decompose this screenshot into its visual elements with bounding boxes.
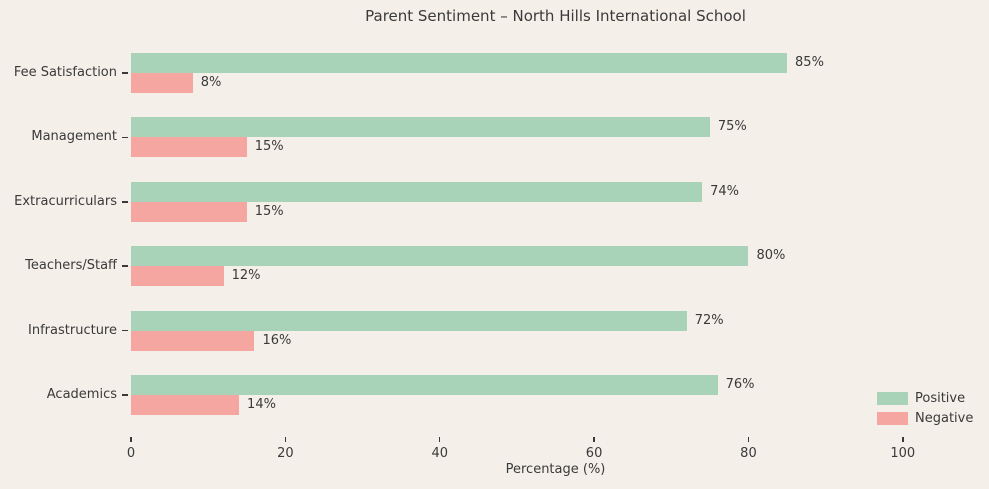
legend-swatch-negative xyxy=(877,412,908,425)
bar-positive xyxy=(131,181,703,202)
bar-negative xyxy=(131,395,240,415)
x-axis-tick-label: 40 xyxy=(431,446,448,461)
y-axis-category-label: Management xyxy=(31,129,117,145)
bar-positive xyxy=(131,310,687,331)
x-axis-tick xyxy=(130,437,132,442)
x-axis-tick xyxy=(747,437,750,442)
bar-value-label: 8% xyxy=(200,75,222,90)
y-axis-category-label: Fee Satisfaction xyxy=(13,65,117,80)
bar-value-label: 14% xyxy=(247,397,276,412)
x-axis-tick-label: 80 xyxy=(740,446,757,461)
bar-negative xyxy=(131,137,247,158)
bar-value-label: 15% xyxy=(254,203,284,219)
x-axis-label: Percentage (%) xyxy=(505,462,606,477)
legend-entry-negative: Negative xyxy=(877,412,973,425)
bar-value-label: 12% xyxy=(231,268,261,284)
y-axis-tick xyxy=(122,394,128,396)
bar-value-label: 76% xyxy=(725,377,755,392)
bar-value-label: 80% xyxy=(756,248,786,264)
bar-positive xyxy=(131,246,749,267)
legend-entry-positive: Positive xyxy=(877,392,973,405)
bar-positive xyxy=(131,117,710,138)
x-axis-tick-label: 20 xyxy=(277,446,294,461)
x-axis-tick xyxy=(593,437,595,442)
legend-swatch-positive xyxy=(877,392,908,405)
y-axis-category-label: Academics xyxy=(46,387,117,402)
bar-value-label: 15% xyxy=(254,139,284,155)
bar-positive xyxy=(131,375,718,395)
bar-value-label: 16% xyxy=(262,332,292,348)
legend: Positive Negative xyxy=(877,392,973,432)
bar-value-label: 74% xyxy=(710,183,740,199)
bar-positive xyxy=(131,53,788,73)
bar-value-label: 85% xyxy=(795,55,824,70)
bar-negative xyxy=(131,201,247,222)
x-axis-tick xyxy=(438,437,441,442)
legend-label: Positive xyxy=(915,391,966,406)
plot-area: 85% 8% 75% 15% 74% 15% 80% 12% 72% 16% 76% 14% 0 20 40… xyxy=(127,33,980,461)
y-axis-tick xyxy=(122,72,128,74)
bar-negative xyxy=(131,73,193,93)
x-axis-tick xyxy=(902,437,904,442)
x-axis-tick xyxy=(284,437,287,442)
x-axis-tick-label: 0 xyxy=(126,446,136,461)
y-axis-category-label: Teachers/Staff xyxy=(25,258,117,274)
bar-negative xyxy=(131,266,224,287)
y-axis-tick xyxy=(122,265,128,267)
bar-value-label: 72% xyxy=(694,312,724,328)
y-axis-tick xyxy=(122,201,128,203)
y-axis-tick xyxy=(122,329,128,332)
y-axis-category-label: Extracurriculars xyxy=(14,193,117,209)
x-axis-tick-label: 100 xyxy=(890,446,916,461)
x-axis-tick-label: 60 xyxy=(585,446,603,461)
y-axis-category-label: Infrastructure xyxy=(28,322,117,338)
y-axis-tick xyxy=(122,136,128,139)
chart-title: Parent Sentiment – North Hills Internati… xyxy=(365,7,746,25)
bar-value-label: 75% xyxy=(717,119,747,135)
legend-label: Negative xyxy=(915,411,974,426)
bar-negative xyxy=(131,330,255,351)
